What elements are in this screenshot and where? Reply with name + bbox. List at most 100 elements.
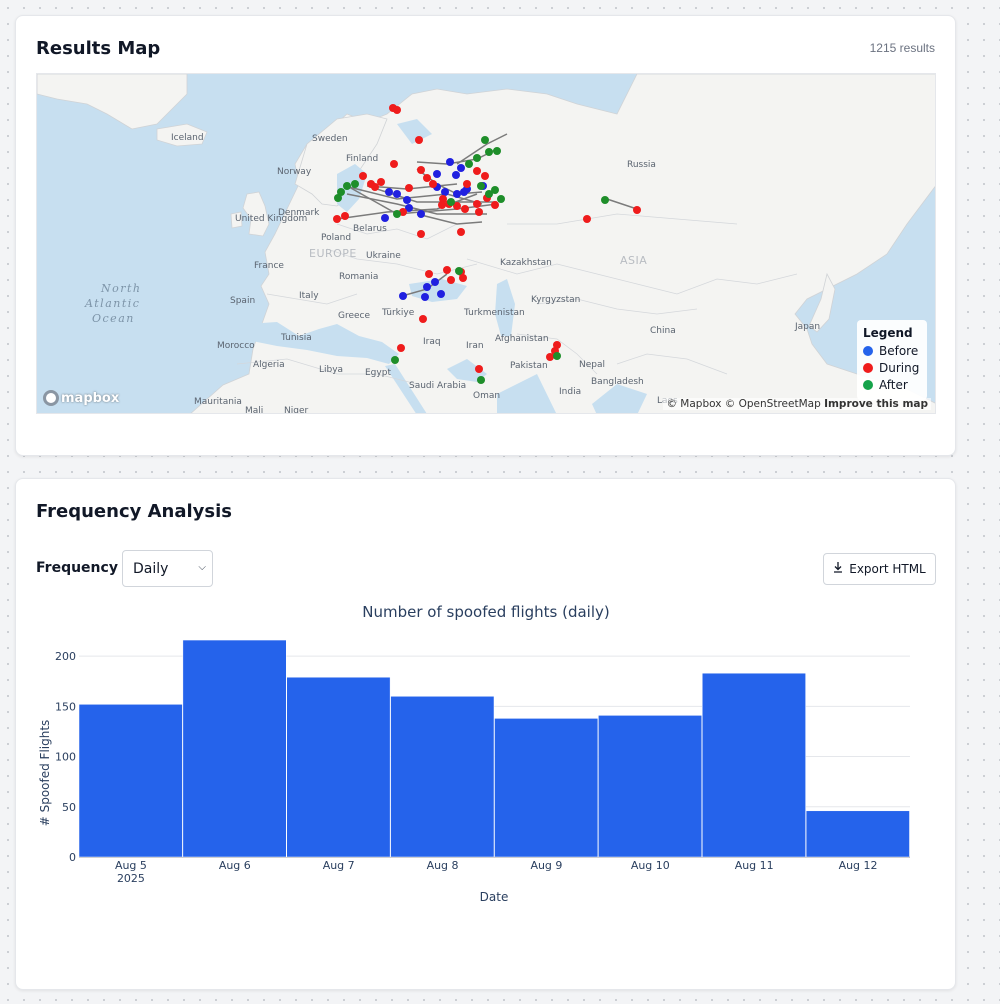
y-tick-label: 50 [62,801,76,814]
x-tick-label: Aug 9 [530,859,562,872]
results-map[interactable]: Iceland Sweden Finland Norway Russia Den… [36,73,936,414]
place-label: Iran [466,341,484,351]
x-tick-label: Aug 12 [839,859,878,872]
chart-bar[interactable] [494,718,599,858]
x-tick-label: Aug 11 [735,859,774,872]
frequency-card-title: Frequency Analysis [36,501,233,522]
place-label: Belarus [353,224,387,234]
place-label: Tunisia [280,333,312,343]
place-label: Saudi Arabia [409,381,466,391]
place-label: Pakistan [510,361,548,371]
place-label: Romania [339,272,378,282]
chart-bar[interactable] [805,810,910,858]
place-label: Afghanistan [495,334,549,344]
legend-label: After [879,377,908,392]
frequency-analysis-card: Frequency Analysis Frequency Daily ⌵ Exp… [15,478,956,990]
flight-points [333,104,641,384]
frequency-select-value: Daily [133,561,169,577]
place-label: Algeria [253,360,285,370]
mapbox-logo[interactable]: mapbox [43,390,119,406]
place-label: Nepal [579,360,605,370]
legend-item-after: After [863,376,921,393]
legend-title: Legend [863,326,913,340]
y-tick-label: 200 [55,650,76,663]
place-label: Türkiye [381,308,415,318]
legend-item-before: Before [863,342,921,359]
legend-label: Before [879,343,919,358]
place-label: Kyrgyzstan [531,295,580,305]
place-label: Spain [230,296,255,306]
chart-title: Number of spoofed flights (daily) [362,603,609,621]
legend-dot-during [863,362,873,373]
chart-y-ticks: 0 50 100 150 200 [55,650,76,864]
place-label: Russia [627,160,656,170]
chart-bars [78,639,910,858]
map-place-labels: Iceland Sweden Finland Norway Russia Den… [84,133,820,414]
region-label: ASIA [620,254,647,267]
legend-dot-after [863,379,873,390]
x-tick-label: Aug 8 [427,859,459,872]
x-tick-label: Aug 10 [631,859,670,872]
y-tick-label: 0 [69,851,76,864]
chevron-down-icon: ⌵ [198,562,206,573]
chart-x-ticks: Aug 5 Aug 6 Aug 7 Aug 8 Aug 9 Aug 10 Aug 11 Aug… [115,859,878,885]
chart-bar[interactable] [286,676,391,858]
place-label: Poland [321,233,351,243]
place-label: Libya [319,365,343,375]
x-tick-label: Aug 6 [219,859,251,872]
export-html-button[interactable]: Export HTML [823,553,936,585]
map-attribution: © Mapbox © OpenStreetMap Improve this ma… [663,398,931,410]
place-label: India [559,387,581,397]
place-label: Italy [299,291,319,301]
ocean-label: Atlantic [84,297,140,310]
frequency-chart[interactable]: Number of spoofed flights (daily) 0 50 100… [16,589,957,909]
place-label: Oman [473,391,500,401]
place-label: Ukraine [366,251,401,261]
x-tick-label: Aug 7 [323,859,355,872]
region-label: EUROPE [309,247,357,260]
place-label: United Kingdom [235,214,307,224]
y-axis-label: # Spoofed Flights [38,720,52,827]
place-label: France [254,261,284,271]
chart-bar[interactable] [702,672,806,858]
attribution-text[interactable]: © Mapbox © OpenStreetMap [666,398,821,410]
legend-dot-before [863,345,873,356]
map-legend: Legend Before During After [857,320,927,400]
place-label: Morocco [217,341,255,351]
improve-map-link[interactable]: Improve this map [824,398,928,410]
place-label: Iraq [423,337,441,347]
legend-item-during: During [863,359,921,376]
chart-bar[interactable] [390,696,495,858]
place-label: Niger [284,406,308,414]
mapbox-logo-text: mapbox [61,390,120,406]
place-label: Bangladesh [591,377,644,387]
place-label: China [650,326,676,336]
frequency-label: Frequency [36,560,118,576]
place-label: Japan [794,322,820,332]
place-label: Egypt [365,368,391,378]
y-tick-label: 100 [55,751,76,764]
results-map-card: Results Map 1215 results [15,15,956,456]
place-label: Denmark [278,208,320,218]
place-label: Finland [346,154,378,164]
frequency-select[interactable]: Daily ⌵ [122,550,213,587]
chart-bar[interactable] [598,715,702,858]
download-icon [833,562,843,576]
export-html-label: Export HTML [849,562,926,576]
ocean-label: Ocean [92,312,135,325]
x-axis-label: Date [480,890,509,904]
ocean-label: North [100,282,142,295]
place-label: Greece [338,311,370,321]
chart-bar[interactable] [78,704,183,858]
place-label: Mauritania [194,397,242,407]
legend-label: During [879,360,920,375]
place-label: Norway [277,167,312,177]
map-card-title: Results Map [36,38,161,59]
x-tick-year-label: 2025 [117,872,145,885]
chart-bar[interactable] [182,639,287,858]
map-canvas[interactable]: Iceland Sweden Finland Norway Russia Den… [37,74,936,414]
place-label: Iceland [171,133,204,143]
place-label: Kazakhstan [500,258,552,268]
result-count: 1215 results [869,41,935,55]
place-label: Turkmenistan [463,308,525,318]
